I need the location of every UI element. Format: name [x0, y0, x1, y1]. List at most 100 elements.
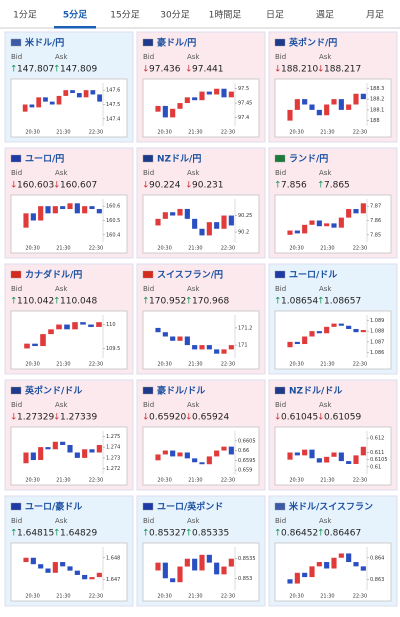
- bid-value: 0.86452: [281, 529, 318, 539]
- ask-direction: ↓: [53, 413, 61, 423]
- x-tick-label: 21:30: [320, 594, 334, 600]
- candle: [214, 349, 220, 354]
- candle: [206, 91, 212, 95]
- y-tick-label: 1.648: [106, 555, 120, 561]
- tab[interactable]: 日足: [266, 10, 284, 21]
- tab-bar: [0, 0, 400, 28]
- bid-value: 188.210: [281, 65, 318, 75]
- pair-name: NZドル/円: [157, 154, 201, 165]
- ask-label: Ask: [319, 285, 332, 293]
- ask-value: 188.217: [324, 65, 361, 75]
- candle: [346, 325, 352, 329]
- x-tick-label: 21:30: [56, 130, 70, 136]
- bid-value: 170.952: [149, 297, 186, 307]
- y-tick-label: 1.089: [370, 318, 384, 324]
- flag-icon: [142, 386, 154, 395]
- candle: [45, 447, 51, 450]
- tab[interactable]: 1時間足: [209, 10, 242, 21]
- candle: [184, 336, 190, 346]
- tab[interactable]: 1分足: [13, 10, 37, 21]
- candle: [360, 566, 366, 571]
- flag-icon: [274, 270, 286, 279]
- bid-direction: ↑: [274, 181, 282, 191]
- candle: [88, 324, 94, 327]
- candle: [294, 99, 300, 110]
- tab[interactable]: 月足: [366, 10, 384, 21]
- x-tick-label: 21:30: [320, 130, 334, 136]
- candle: [155, 562, 161, 571]
- y-tick-label: 147.5: [106, 102, 120, 108]
- y-tick-label: 0.6105: [370, 457, 388, 463]
- candle: [221, 215, 227, 229]
- ask-value: 160.607: [60, 181, 97, 191]
- candle: [199, 345, 205, 350]
- pair-name: カナダドル/円: [25, 269, 82, 281]
- candle: [338, 452, 344, 462]
- x-tick-label: 21:30: [188, 362, 202, 368]
- candle: [67, 444, 73, 453]
- flag-icon: [274, 502, 286, 511]
- tab[interactable]: 15分足: [110, 10, 139, 21]
- tab[interactable]: 5分足: [63, 9, 88, 21]
- candle: [56, 324, 62, 330]
- tab[interactable]: 30分足: [160, 10, 189, 21]
- candle: [72, 322, 78, 330]
- chart-box: [274, 310, 392, 370]
- candle: [360, 330, 366, 333]
- candle: [49, 101, 55, 105]
- pair-name: ランド/円: [289, 154, 328, 165]
- candle: [97, 94, 102, 102]
- bid-value: 7.856: [281, 181, 307, 191]
- candle: [338, 323, 344, 326]
- y-tick-label: 0.659: [238, 468, 252, 474]
- ask-value: 1.08657: [324, 297, 361, 307]
- x-tick-label: 20:30: [289, 362, 303, 368]
- y-tick-label: 0.612: [370, 436, 384, 442]
- tab[interactable]: 週足: [316, 10, 334, 21]
- flag-icon: [10, 386, 22, 395]
- candle: [192, 558, 198, 571]
- y-tick-label: 188.3: [370, 86, 384, 92]
- bid-direction: ↑: [274, 529, 282, 539]
- x-tick-label: 20:30: [157, 130, 171, 136]
- bid-direction: ↓: [10, 413, 18, 423]
- y-tick-label: 188.2: [370, 97, 384, 103]
- ask-value: 170.968: [192, 297, 229, 307]
- bid-value: 1.27329: [17, 413, 54, 423]
- bid-value: 1.08654: [281, 297, 318, 307]
- pair-name: ユーロ/ドル: [289, 270, 337, 281]
- bid-direction: ↓: [142, 413, 150, 423]
- candle: [45, 206, 51, 214]
- candle: [64, 324, 70, 330]
- ask-value: 147.809: [60, 65, 97, 75]
- x-tick-label: 21:30: [320, 246, 334, 252]
- chart-box: [274, 78, 392, 138]
- candle: [206, 345, 212, 350]
- ask-value: 90.231: [192, 181, 224, 191]
- y-tick-label: 109.5: [106, 346, 120, 352]
- bid-direction: ↑: [10, 529, 18, 539]
- candle: [199, 462, 205, 465]
- x-tick-label: 21:30: [320, 478, 334, 484]
- chart-box: [10, 78, 128, 138]
- bid-label: Bid: [11, 517, 22, 525]
- x-tick-label: 20:30: [289, 594, 303, 600]
- candle: [287, 109, 293, 121]
- candle: [228, 215, 234, 226]
- ask-value: 1.27339: [60, 413, 97, 423]
